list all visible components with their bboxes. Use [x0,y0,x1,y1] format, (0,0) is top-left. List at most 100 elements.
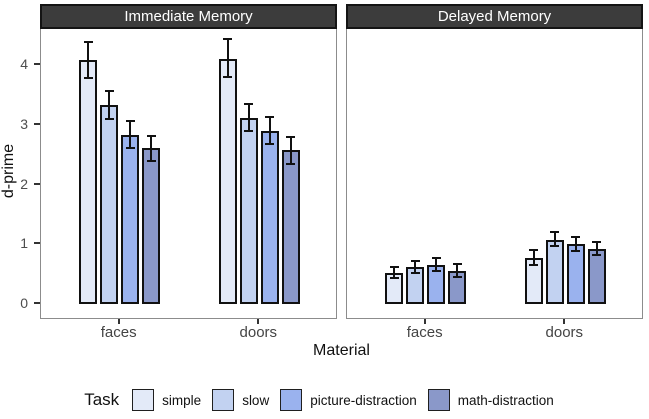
facet-strip: Delayed Memory [346,4,643,29]
y-tick-label: 4 [20,55,28,72]
error-bar [393,267,396,278]
error-bar-cap [244,102,254,105]
error-bar-cap [286,162,296,165]
bar-slow [239,117,258,305]
y-tick-label: 1 [20,235,28,252]
x-tick-label: doors [239,324,278,341]
bar-picture-distraction [566,243,585,305]
facet-strip-label: Immediate Memory [124,8,253,25]
error-bar-cap [83,77,93,80]
error-bar-cap [125,147,135,150]
error-bar-cap [265,143,275,146]
bar-math-distraction [142,148,161,305]
error-bar-cap [592,241,602,243]
x-tick-label: faces [406,324,443,341]
legend-key-slow [212,389,235,411]
y-axis: 0 1 2 3 4 [0,28,40,320]
bar-math-distraction [281,150,300,305]
bar-simple [79,60,98,305]
x-tick-label: doors [545,324,584,341]
error-bar-cap [104,89,114,92]
x-tick-label: faces [100,324,137,341]
error-bar-cap [550,231,560,234]
error-bar-cap [550,245,560,248]
x-tick-mark [423,319,426,324]
legend-label: picture-distraction [310,392,417,408]
facet-strip: Immediate Memory [40,4,337,29]
error-bar [150,135,153,161]
error-bar [87,42,90,79]
error-bar-cap [146,134,156,137]
facet-delayed-memory: Delayed Memory faces doors [346,4,643,341]
facet-panel [346,29,643,319]
y-tick-mark [34,302,40,305]
facet-immediate-memory: Immediate Memory faces doors [40,4,337,341]
y-tick-mark [34,182,40,185]
error-bar-cap [286,136,296,139]
legend-key-picture-distraction [280,389,303,411]
x-tick-mark [257,319,260,324]
x-tick-mark [117,319,120,324]
error-bar [247,103,250,132]
error-bar-cap [529,249,539,252]
error-bar-cap [410,271,420,274]
error-bar [289,137,292,164]
error-bar [574,236,577,251]
bar-slow [100,104,119,305]
legend-item-picture-distraction: picture-distraction [280,389,417,411]
error-bar-cap [223,75,233,78]
error-bar-cap [146,159,156,162]
error-bar-cap [125,120,135,123]
x-tick-row: faces doors [40,319,337,341]
x-axis-title: Material [313,342,370,359]
legend-item-simple: simple [132,389,201,411]
bar-picture-distraction [121,134,140,305]
error-bar-cap [529,263,539,266]
bar-simple [218,58,237,305]
error-bar-cap [431,270,441,273]
error-bar [435,257,438,272]
error-bar-cap [83,41,93,44]
facet-panel [40,29,337,319]
error-bar [414,260,417,273]
legend-key-math-distraction [427,389,450,411]
error-bar-cap [571,249,581,252]
error-bar-cap [452,276,462,279]
error-bar [226,39,229,77]
legend-item-math-distraction: math-distraction [427,389,554,411]
error-bar [553,232,556,247]
error-bar-cap [389,266,399,269]
error-bar [456,264,459,278]
y-tick-mark [34,242,40,245]
error-bar [532,250,535,265]
y-tick-label: 2 [20,175,28,192]
error-bar [108,90,111,119]
bar-picture-distraction [260,130,279,305]
error-bar-cap [410,259,420,262]
y-tick-label: 0 [20,295,28,312]
error-bar [268,116,271,145]
error-bar-cap [223,38,233,41]
error-bar-cap [104,117,114,120]
error-bar-cap [389,276,399,279]
error-bar-cap [244,130,254,133]
y-tick-mark [34,122,40,125]
error-bar-cap [571,235,581,238]
error-bar [595,242,598,256]
error-bar-cap [592,254,602,257]
legend-label: math-distraction [457,392,554,408]
legend-key-simple [132,389,155,411]
legend-label: slow [242,392,270,408]
error-bar-cap [265,115,275,118]
bar-math-distraction [587,248,606,305]
legend-item-slow: slow [212,389,269,411]
legend: Task simple slow picture-distraction math-d… [0,385,649,415]
y-tick-mark [34,62,40,65]
error-bar [129,121,132,149]
x-tick-mark [563,319,566,324]
error-bar-cap [431,256,441,259]
y-tick-label: 3 [20,115,28,132]
bar-slow [545,239,564,305]
error-bar-cap [452,263,462,266]
